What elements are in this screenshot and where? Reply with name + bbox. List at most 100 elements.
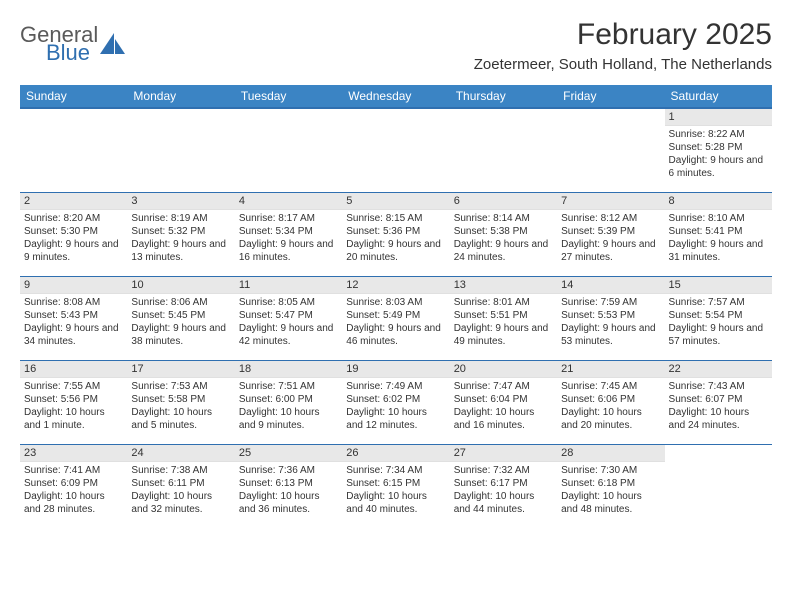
sunrise-line: Sunrise: 8:12 AM <box>561 212 660 225</box>
sunset-line: Sunset: 5:45 PM <box>131 309 230 322</box>
daylight-line: Daylight: 10 hours and 24 minutes. <box>669 406 768 432</box>
day-details: Sunrise: 8:01 AMSunset: 5:51 PMDaylight:… <box>450 294 557 352</box>
sunset-line: Sunset: 5:28 PM <box>669 141 768 154</box>
header: General Blue February 2025 Zoetermeer, S… <box>20 18 772 73</box>
sunrise-line: Sunrise: 8:01 AM <box>454 296 553 309</box>
calendar-cell: 14Sunrise: 7:59 AMSunset: 5:53 PMDayligh… <box>557 276 664 360</box>
daylight-line: Daylight: 10 hours and 9 minutes. <box>239 406 338 432</box>
daylight-line: Daylight: 9 hours and 34 minutes. <box>24 322 123 348</box>
daylight-line: Daylight: 9 hours and 53 minutes. <box>561 322 660 348</box>
daylight-line: Daylight: 10 hours and 5 minutes. <box>131 406 230 432</box>
day-details: Sunrise: 8:20 AMSunset: 5:30 PMDaylight:… <box>20 210 127 268</box>
calendar-body: 1Sunrise: 8:22 AMSunset: 5:28 PMDaylight… <box>20 108 772 528</box>
calendar-cell: 5Sunrise: 8:15 AMSunset: 5:36 PMDaylight… <box>342 192 449 276</box>
day-details: Sunrise: 8:19 AMSunset: 5:32 PMDaylight:… <box>127 210 234 268</box>
logo-sail-icon <box>100 33 126 55</box>
sunset-line: Sunset: 5:51 PM <box>454 309 553 322</box>
calendar-cell: 28Sunrise: 7:30 AMSunset: 6:18 PMDayligh… <box>557 444 664 528</box>
sunrise-line: Sunrise: 7:38 AM <box>131 464 230 477</box>
calendar-cell: 13Sunrise: 8:01 AMSunset: 5:51 PMDayligh… <box>450 276 557 360</box>
calendar-cell: 4Sunrise: 8:17 AMSunset: 5:34 PMDaylight… <box>235 192 342 276</box>
day-details: Sunrise: 8:08 AMSunset: 5:43 PMDaylight:… <box>20 294 127 352</box>
day-number: 1 <box>665 109 772 126</box>
day-details: Sunrise: 8:03 AMSunset: 5:49 PMDaylight:… <box>342 294 449 352</box>
day-number: 10 <box>127 277 234 294</box>
sunrise-line: Sunrise: 8:03 AM <box>346 296 445 309</box>
day-number: 26 <box>342 445 449 462</box>
sunrise-line: Sunrise: 7:57 AM <box>669 296 768 309</box>
sunset-line: Sunset: 6:00 PM <box>239 393 338 406</box>
day-details: Sunrise: 8:06 AMSunset: 5:45 PMDaylight:… <box>127 294 234 352</box>
day-number: 5 <box>342 193 449 210</box>
day-details: Sunrise: 7:43 AMSunset: 6:07 PMDaylight:… <box>665 378 772 436</box>
day-number: 8 <box>665 193 772 210</box>
sunrise-line: Sunrise: 7:51 AM <box>239 380 338 393</box>
sunrise-line: Sunrise: 7:41 AM <box>24 464 123 477</box>
daylight-line: Daylight: 9 hours and 24 minutes. <box>454 238 553 264</box>
daylight-line: Daylight: 10 hours and 16 minutes. <box>454 406 553 432</box>
day-number: 23 <box>20 445 127 462</box>
calendar-cell: 1Sunrise: 8:22 AMSunset: 5:28 PMDaylight… <box>665 108 772 192</box>
sunrise-line: Sunrise: 8:15 AM <box>346 212 445 225</box>
daylight-line: Daylight: 9 hours and 31 minutes. <box>669 238 768 264</box>
title-block: February 2025 Zoetermeer, South Holland,… <box>474 18 772 73</box>
calendar-cell: 12Sunrise: 8:03 AMSunset: 5:49 PMDayligh… <box>342 276 449 360</box>
sunset-line: Sunset: 6:11 PM <box>131 477 230 490</box>
calendar-page: General Blue February 2025 Zoetermeer, S… <box>0 0 792 538</box>
sunrise-line: Sunrise: 7:53 AM <box>131 380 230 393</box>
logo: General Blue <box>20 18 128 64</box>
daylight-line: Daylight: 10 hours and 1 minute. <box>24 406 123 432</box>
daylight-line: Daylight: 9 hours and 46 minutes. <box>346 322 445 348</box>
day-details: Sunrise: 7:30 AMSunset: 6:18 PMDaylight:… <box>557 462 664 520</box>
calendar-cell: 19Sunrise: 7:49 AMSunset: 6:02 PMDayligh… <box>342 360 449 444</box>
day-details: Sunrise: 7:36 AMSunset: 6:13 PMDaylight:… <box>235 462 342 520</box>
weekday-header: Friday <box>557 85 664 108</box>
sunset-line: Sunset: 6:13 PM <box>239 477 338 490</box>
weekday-header: Wednesday <box>342 85 449 108</box>
weekday-header: Sunday <box>20 85 127 108</box>
sunset-line: Sunset: 6:17 PM <box>454 477 553 490</box>
sunset-line: Sunset: 5:30 PM <box>24 225 123 238</box>
sunrise-line: Sunrise: 8:10 AM <box>669 212 768 225</box>
daylight-line: Daylight: 10 hours and 36 minutes. <box>239 490 338 516</box>
sunset-line: Sunset: 5:47 PM <box>239 309 338 322</box>
sunset-line: Sunset: 6:02 PM <box>346 393 445 406</box>
calendar-row: 23Sunrise: 7:41 AMSunset: 6:09 PMDayligh… <box>20 444 772 528</box>
daylight-line: Daylight: 9 hours and 13 minutes. <box>131 238 230 264</box>
daylight-line: Daylight: 10 hours and 40 minutes. <box>346 490 445 516</box>
sunset-line: Sunset: 6:06 PM <box>561 393 660 406</box>
day-number: 12 <box>342 277 449 294</box>
calendar-cell: 7Sunrise: 8:12 AMSunset: 5:39 PMDaylight… <box>557 192 664 276</box>
day-details: Sunrise: 8:14 AMSunset: 5:38 PMDaylight:… <box>450 210 557 268</box>
daylight-line: Daylight: 9 hours and 6 minutes. <box>669 154 768 180</box>
calendar-cell <box>127 108 234 192</box>
daylight-line: Daylight: 9 hours and 20 minutes. <box>346 238 445 264</box>
sunrise-line: Sunrise: 8:14 AM <box>454 212 553 225</box>
daylight-line: Daylight: 9 hours and 27 minutes. <box>561 238 660 264</box>
sunrise-line: Sunrise: 7:49 AM <box>346 380 445 393</box>
day-number: 7 <box>557 193 664 210</box>
day-details: Sunrise: 7:32 AMSunset: 6:17 PMDaylight:… <box>450 462 557 520</box>
day-number: 13 <box>450 277 557 294</box>
daylight-line: Daylight: 9 hours and 49 minutes. <box>454 322 553 348</box>
daylight-line: Daylight: 9 hours and 42 minutes. <box>239 322 338 348</box>
calendar-row: 9Sunrise: 8:08 AMSunset: 5:43 PMDaylight… <box>20 276 772 360</box>
day-number: 14 <box>557 277 664 294</box>
day-number: 18 <box>235 361 342 378</box>
sunset-line: Sunset: 5:34 PM <box>239 225 338 238</box>
calendar-row: 1Sunrise: 8:22 AMSunset: 5:28 PMDaylight… <box>20 108 772 192</box>
day-details: Sunrise: 7:55 AMSunset: 5:56 PMDaylight:… <box>20 378 127 436</box>
day-details: Sunrise: 8:05 AMSunset: 5:47 PMDaylight:… <box>235 294 342 352</box>
calendar-cell: 26Sunrise: 7:34 AMSunset: 6:15 PMDayligh… <box>342 444 449 528</box>
daylight-line: Daylight: 10 hours and 48 minutes. <box>561 490 660 516</box>
day-details: Sunrise: 7:51 AMSunset: 6:00 PMDaylight:… <box>235 378 342 436</box>
sunset-line: Sunset: 6:07 PM <box>669 393 768 406</box>
calendar-cell: 8 Sunrise: 8:10 AMSunset: 5:41 PMDaylight… <box>665 192 772 276</box>
sunrise-line: Sunrise: 8:08 AM <box>24 296 123 309</box>
day-number: 25 <box>235 445 342 462</box>
day-number: 24 <box>127 445 234 462</box>
calendar-cell: 16Sunrise: 7:55 AMSunset: 5:56 PMDayligh… <box>20 360 127 444</box>
calendar-cell: 22Sunrise: 7:43 AMSunset: 6:07 PMDayligh… <box>665 360 772 444</box>
weekday-header-row: Sunday Monday Tuesday Wednesday Thursday… <box>20 85 772 108</box>
sunset-line: Sunset: 5:41 PM <box>669 225 768 238</box>
